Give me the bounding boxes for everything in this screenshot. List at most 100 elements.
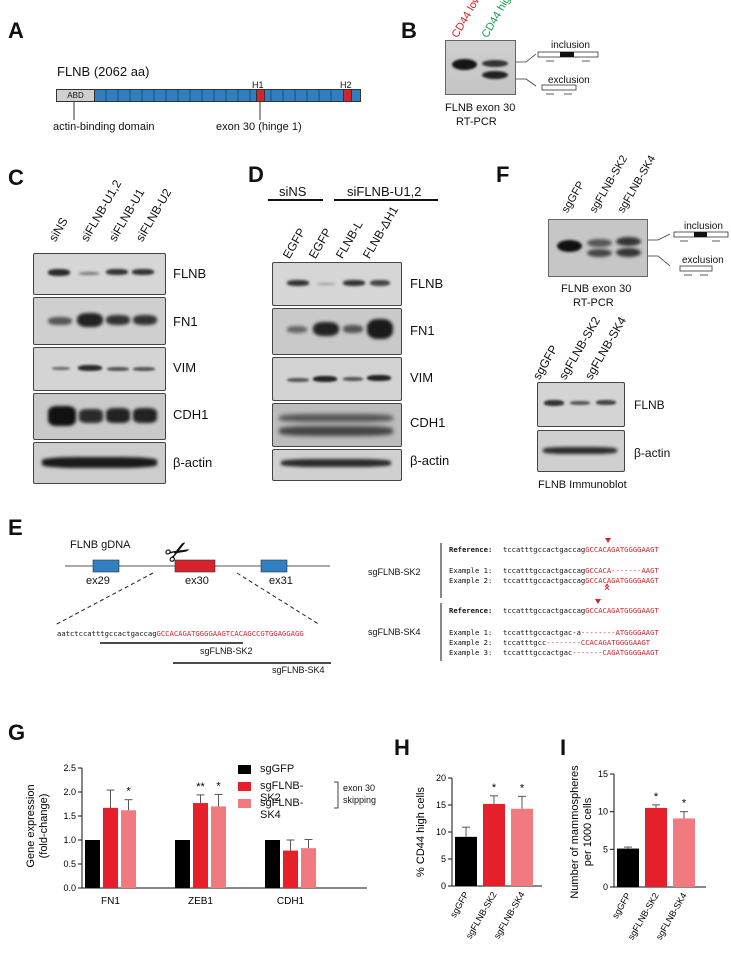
band — [107, 367, 129, 371]
band — [78, 365, 102, 371]
gdna-seq-exon: GCCACAGATGGGGAAGTCACAGCCGTGGAGGAGG — [156, 629, 304, 638]
ex29-label: ex29 — [86, 575, 110, 587]
y-axis-label: Gene expression(fold-change) — [25, 784, 50, 867]
d-lane-label-2: EGFP — [305, 225, 335, 261]
g-legend-bracket — [334, 781, 339, 809]
band — [48, 317, 72, 325]
bracket-label-1: exon 30 — [343, 783, 376, 793]
y-tick-label: 15 — [598, 769, 608, 779]
band — [287, 326, 307, 333]
legend-label-sggfp: sgGFP — [260, 763, 295, 775]
band — [367, 319, 393, 339]
bar-sgflnb-sk4 — [673, 818, 695, 887]
abd-label: ABD — [67, 91, 84, 100]
sk4-ref-name: Reference: — [449, 606, 493, 615]
y-tick-label: 2.0 — [63, 787, 76, 797]
d-label-fn1: FN1 — [410, 323, 435, 338]
f-blot-bactin — [537, 430, 625, 472]
d-label-cdh1: CDH1 — [410, 415, 446, 430]
panel-letter-a: A — [8, 18, 24, 43]
guide-sk4-label: sgFLNB-SK4 — [272, 665, 325, 675]
band — [52, 367, 70, 370]
sk2-ex1-name: Example 1: — [449, 566, 493, 575]
seq-exon: GCCACAGATGGGGAAGT — [585, 606, 659, 615]
seq-exon: -------CAGATGGGGAAGT — [572, 648, 659, 657]
gdna-sequence: aatctccatttgccactgaccagGCCACAGATGGGGAAGT… — [57, 629, 304, 638]
y-axis-label: Number of mammospheresper 1000 cells — [569, 765, 594, 899]
band — [133, 408, 157, 423]
panel-letter-i: I — [560, 735, 567, 760]
y-axis-label: % CD44 high cells — [415, 787, 427, 877]
exclusion-label-b: exclusion — [548, 75, 590, 86]
d-group-sins: siNS — [279, 184, 307, 199]
significance-marker: * — [216, 780, 221, 792]
band — [79, 409, 103, 423]
bar-sggfp — [617, 848, 639, 887]
panel-letter-h: H — [394, 735, 410, 760]
y-tick-label: 0.0 — [63, 883, 76, 893]
band — [343, 377, 363, 381]
significance-marker: * — [520, 782, 525, 794]
bar-sggfp — [455, 836, 477, 886]
c-label-cdh1: CDH1 — [173, 407, 209, 422]
band-cd44-high-inclusion — [482, 60, 508, 67]
panel-letter-b: B — [401, 18, 417, 43]
panel-f-gel — [548, 219, 648, 277]
bar-cdh1-sgflnb-sk4 — [301, 848, 316, 888]
d-lane-label-4: FLNB-ΔH1 — [359, 203, 402, 261]
panel-letter-e: E — [8, 515, 23, 540]
band — [79, 272, 99, 275]
sk4-group-label: sgFLNB-SK4 — [368, 627, 421, 637]
inclusion-label-b: inclusion — [551, 40, 590, 51]
band-sk2-exclusion — [587, 249, 612, 257]
band — [317, 283, 335, 285]
band-cd44-low-inclusion — [452, 59, 477, 70]
bar-sgflnb-sk2 — [645, 807, 667, 887]
panel-f-caption-2: RT-PCR — [573, 297, 614, 309]
sk4-ex1-name: Example 1: — [449, 628, 493, 637]
c-blot-fn1 — [33, 297, 166, 345]
alignment-divider — [440, 543, 442, 661]
significance-marker: * — [126, 786, 131, 798]
band — [570, 401, 590, 405]
x-tick-label: sgFLNB-SK2 — [464, 890, 499, 940]
band — [42, 457, 157, 468]
y-tick-label: 20 — [436, 773, 446, 783]
d-group-siflnb: siFLNB-U1,2 — [347, 184, 422, 199]
panel-b-caption-1: FLNB exon 30 — [445, 102, 516, 114]
bar-fn1-sgflnb-sk4 — [121, 810, 136, 888]
d-label-vim: VIM — [410, 370, 434, 385]
y-tick-label: 10 — [436, 827, 446, 837]
d-label-flnb: FLNB — [410, 276, 444, 291]
band — [106, 408, 130, 423]
c-label-fn1: FN1 — [173, 314, 198, 329]
sk4-ex3-seq: tccatttgccactgac-------CAGATGGGGAAGT — [503, 648, 659, 657]
seq-exon: GCCACAGATGGGGAAGT — [585, 545, 659, 554]
seq-intron: tccatttgccactgac — [503, 648, 573, 657]
panel-b-isoform-diagram — [516, 51, 599, 95]
seq-intron: tccatttgccactgaccag — [503, 606, 586, 615]
bar-cdh1-sggfp — [265, 840, 280, 888]
seq-intron: tccatttgccactgaccag — [503, 576, 586, 585]
guide-sk2-label: sgFLNB-SK2 — [200, 646, 253, 656]
band — [133, 315, 157, 325]
d-label-bactin: β-actin — [410, 453, 450, 468]
sk2-ref-name: Reference: — [449, 545, 493, 554]
significance-marker: * — [492, 782, 497, 794]
seq-exon: --------ATGGGGAAGT — [580, 628, 659, 637]
panel-f-isoform-diagram — [648, 231, 729, 276]
d-blot-vim — [272, 357, 402, 401]
c-blot-vim — [33, 347, 166, 391]
panel-b-gel — [445, 40, 516, 95]
c-label-bactin: β-actin — [173, 455, 213, 470]
seq-exon: GCCACAGATGGGGAAGT — [585, 576, 659, 585]
y-tick-label: 10 — [598, 807, 608, 817]
y-tick-label: 2.5 — [63, 763, 76, 773]
rod-domain — [94, 89, 361, 102]
c-lane-label-1: siNS — [45, 215, 71, 244]
abd-caption: actin-binding domain — [53, 121, 155, 133]
bar-fn1-sggfp — [85, 840, 100, 888]
h2-label: H2 — [340, 80, 352, 90]
band — [544, 400, 564, 406]
rod-repeats — [105, 90, 332, 101]
